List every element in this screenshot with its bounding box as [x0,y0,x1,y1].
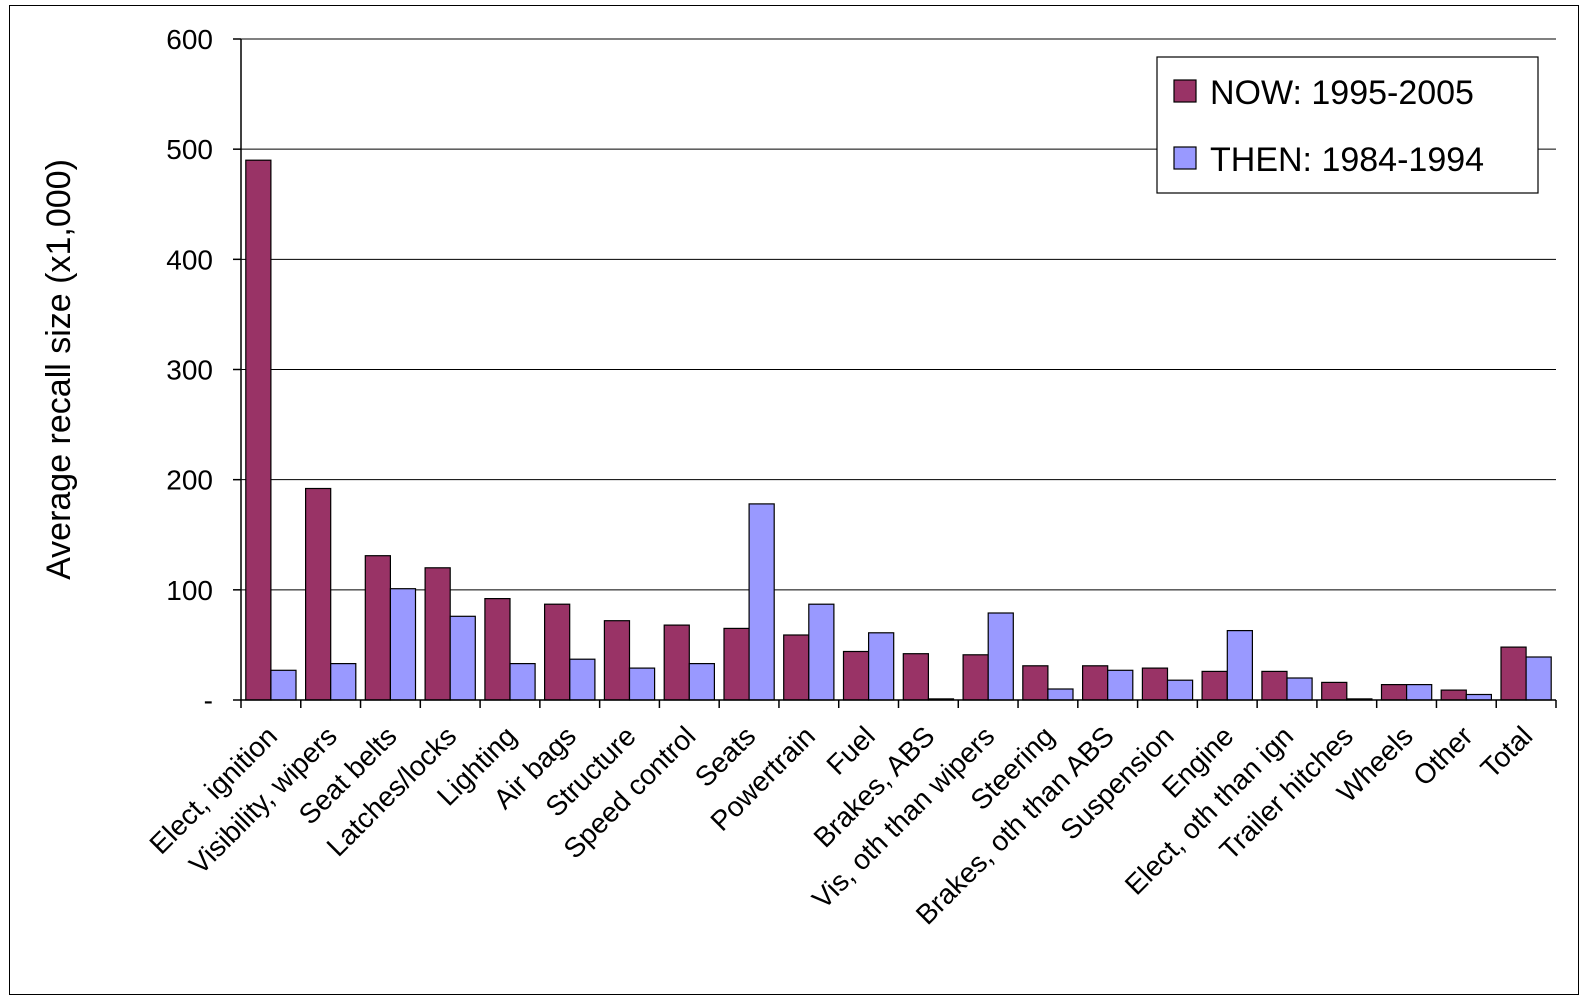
bar-now-19 [1380,683,1408,701]
bar-then-2 [389,588,417,701]
bar-now-6 [603,620,631,701]
bar-now-17 [1261,670,1288,701]
y-tick-label-400: 400 [166,244,213,275]
bar-then-1 [330,662,357,701]
y-tick-labels: - 100 200 300 400 500 600 [166,24,213,716]
axes [233,38,1557,708]
legend: NOW: 1995-2005 THEN: 1984-1994 [1156,56,1539,194]
bar-then-16 [1226,629,1254,701]
bar-now-14 [1081,665,1109,701]
bar-now-4 [484,597,511,701]
bar-now-16 [1201,670,1228,701]
legend-box [1156,56,1539,194]
legend-label-1: THEN: 1984-1994 [1210,141,1484,179]
bar-now-5 [543,603,571,701]
bar-then-8 [748,503,775,701]
bar-then-5 [569,658,596,701]
bar-then-13 [1047,688,1074,701]
y-tick-label-200: 200 [166,465,213,496]
y-tick-label-500: 500 [166,134,213,165]
bar-then-12 [987,612,1014,701]
legend-swatch-1 [1173,146,1197,170]
y-tick-label-300: 300 [166,355,213,386]
bar-now-9 [783,634,810,701]
legend-label-0: NOW: 1995-2005 [1210,74,1474,112]
bar-now-21 [1500,646,1527,701]
y-axis-label: Average recall size (x1,000) [40,159,78,580]
bar-now-3 [424,567,451,701]
bar-then-9 [808,603,835,701]
bar-then-15 [1166,679,1194,701]
x-tick-label-21: Total [1475,720,1539,784]
bar-then-6 [628,667,656,701]
bar-now-15 [1141,667,1169,701]
bar-now-10 [842,650,870,701]
bar-now-1 [305,487,332,701]
bar-then-0 [270,669,297,701]
bar-chart: - 100 200 300 400 500 600 Elect, ignitionVisib… [40,24,1557,930]
bar-now-7 [663,624,690,701]
y-tick-label-0: - [204,685,213,716]
bar-then-14 [1107,669,1134,701]
gridlines [241,38,1556,591]
bar-then-10 [867,632,895,701]
x-tick-label-20: Other [1407,720,1478,791]
bar-now-13 [1022,665,1049,701]
bar-then-4 [509,662,536,701]
bar-then-21 [1525,656,1552,701]
legend-swatch-0 [1173,79,1197,103]
bar-now-18 [1321,681,1348,701]
bar-now-0 [245,159,272,701]
bars [245,159,1552,701]
bar-now-11 [902,653,929,701]
bar-now-12 [962,654,989,701]
y-tick-label-100: 100 [166,575,213,606]
bar-now-20 [1440,689,1467,701]
chart-frame: - 100 200 300 400 500 600 Elect, ignition Visib… [9,5,1579,995]
bar-then-20 [1465,693,1493,701]
bar-then-19 [1405,683,1433,701]
bar-then-7 [688,662,715,701]
bar-then-17 [1286,677,1313,701]
bar-then-3 [449,615,476,701]
y-tick-label-600: 600 [166,24,213,55]
bar-now-8 [723,627,750,701]
bar-now-2 [364,555,391,701]
